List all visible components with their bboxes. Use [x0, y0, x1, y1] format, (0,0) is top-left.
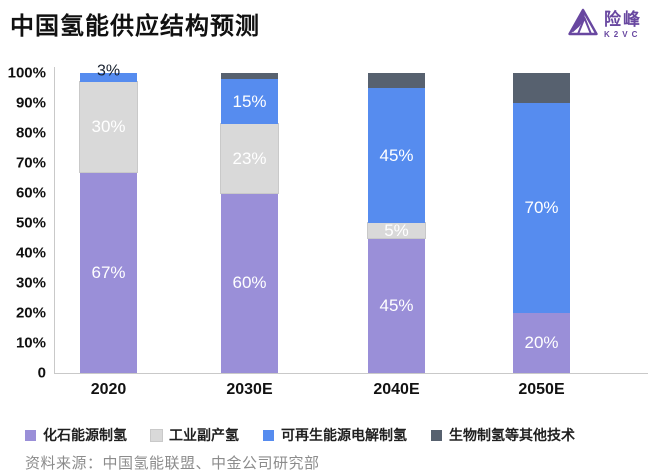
bar-segment — [368, 73, 425, 88]
bar-segment: 5% — [367, 220, 426, 240]
brand-name: 险峰 — [604, 9, 642, 29]
y-tick-label: 10% — [15, 334, 46, 352]
y-tick-label: 100% — [7, 64, 46, 82]
bar-segment — [221, 73, 278, 79]
y-tick-label: 60% — [15, 184, 46, 202]
brand-logo: 险峰 K2VC — [568, 8, 642, 41]
bar-segment: 60% — [221, 193, 278, 373]
source-note: 资料来源：中国氢能联盟、中金公司研究部 — [25, 455, 320, 472]
legend-swatch — [431, 429, 442, 441]
segment-value-label: 20% — [524, 333, 559, 352]
bar-segment: 45% — [368, 238, 425, 373]
bar-segment: 70% — [513, 103, 570, 313]
chart-legend: 化石能源制氢 工业副产氢 可再生能源电解制氢 生物制氢等其他技术 — [25, 425, 650, 445]
legend-swatch — [263, 429, 274, 441]
legend-label: 工业副产氢 — [169, 427, 239, 443]
bar-segment: 20% — [513, 313, 570, 373]
segment-value-label: 45% — [379, 295, 414, 315]
y-tick-label: 80% — [15, 124, 46, 142]
x-tick-label: 2040E — [373, 381, 420, 398]
y-tick-label: 0 — [37, 364, 46, 382]
y-tick-label: 70% — [15, 154, 46, 172]
legend-item: 可再生能源电解制氢 — [263, 425, 407, 445]
y-tick-label: 90% — [15, 94, 46, 112]
bar-segment: 45% — [368, 88, 425, 223]
bar-segment: 3% — [80, 63, 137, 82]
y-tick-label: 20% — [15, 304, 46, 322]
bar-segment: 30% — [79, 81, 138, 173]
legend-label: 可再生能源电解制氢 — [281, 427, 407, 443]
legend-label: 化石能源制氢 — [43, 427, 127, 443]
y-tick-label: 40% — [15, 244, 46, 262]
segment-value-label: 70% — [524, 198, 559, 217]
legend-item: 生物制氢等其他技术 — [431, 425, 575, 445]
segment-value-label: 67% — [91, 262, 126, 282]
mountain-peak-logo-icon — [568, 8, 598, 41]
x-tick-label: 2020 — [90, 381, 127, 398]
segment-value-label: 60% — [232, 273, 267, 292]
bar-segment — [513, 73, 570, 103]
legend-item: 工业副产氢 — [150, 425, 239, 445]
segment-value-label: 23% — [232, 148, 267, 168]
x-tick-label: 2030E — [226, 381, 273, 398]
y-axis-line — [54, 67, 55, 374]
bar-segment: 23% — [220, 123, 279, 194]
legend-label: 生物制氢等其他技术 — [449, 427, 575, 443]
legend-item: 化石能源制氢 — [25, 425, 127, 445]
legend-swatch — [25, 429, 36, 441]
segment-value-label: 45% — [379, 145, 414, 165]
y-tick-label: 50% — [15, 214, 46, 232]
page-title: 中国氢能供应结构预测 — [10, 13, 260, 40]
segment-value-label: 30% — [91, 117, 126, 136]
bar-segment: 67% — [80, 172, 137, 373]
legend-swatch — [150, 428, 163, 442]
x-axis-line — [54, 373, 648, 374]
bar-segment: 15% — [221, 79, 278, 124]
y-tick-label: 30% — [15, 274, 46, 292]
segment-value-label: 15% — [232, 91, 267, 111]
brand-subname: K2VC — [604, 29, 642, 39]
x-tick-label: 2050E — [518, 381, 565, 398]
segment-value-label: 5% — [384, 220, 409, 240]
segment-value-label: 3% — [96, 62, 121, 80]
